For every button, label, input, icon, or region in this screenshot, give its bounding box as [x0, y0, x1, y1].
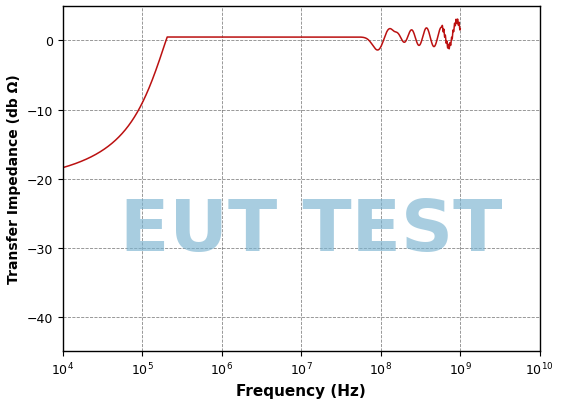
X-axis label: Frequency (Hz): Frequency (Hz): [236, 383, 366, 398]
Text: EUT TEST: EUT TEST: [119, 196, 502, 265]
Y-axis label: Transfer Impedance (db Ω): Transfer Impedance (db Ω): [7, 75, 21, 284]
